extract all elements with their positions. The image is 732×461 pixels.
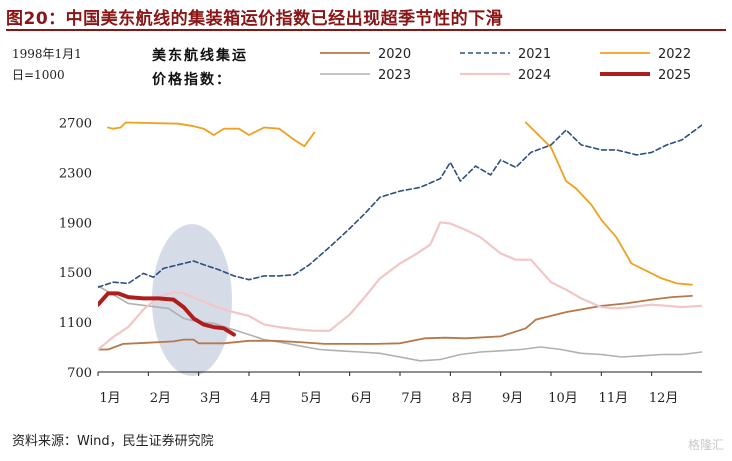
x-tick-label: 12月: [649, 391, 679, 406]
x-tick-label: 9月: [502, 391, 523, 406]
x-tick-label: 3月: [200, 391, 221, 406]
x-tick-label: 4月: [250, 391, 271, 406]
x-tick-label: 5月: [301, 391, 322, 406]
y-tick-label: 2700: [59, 116, 92, 131]
x-axis: 1月 2月 3月 4月 5月 6月 7月 8月 9月 10月 11月 12月: [97, 372, 679, 406]
index-name-label: 美东航线集运 价格指数：: [152, 44, 248, 92]
y-axis: 700 1100 1500 1900 2300 2700: [59, 116, 92, 381]
x-tick-label: 6月: [351, 391, 372, 406]
legend-label-2025: 2025: [658, 68, 691, 83]
source-note: 资料来源：Wind，民生证券研究院: [12, 434, 214, 449]
legend-label-2023: 2023: [378, 68, 411, 83]
y-tick-label: 1100: [59, 316, 92, 331]
y-tick-label: 700: [67, 366, 92, 381]
highlight-ellipse: [152, 224, 232, 376]
index-name-line1: 美东航线集运: [152, 48, 248, 64]
legend-label-2024: 2024: [518, 68, 551, 83]
y-tick-label: 1500: [59, 266, 92, 281]
index-base-note: 1998年1月1 日=1000: [12, 44, 82, 86]
legend-label-2020: 2020: [378, 47, 411, 62]
series-line-2020: [98, 294, 693, 351]
y-tick-label: 2300: [59, 166, 92, 181]
legend-label-2022: 2022: [658, 47, 691, 62]
series-line-2025: [98, 291, 236, 337]
x-tick-label: 10月: [548, 391, 578, 406]
watermark: 格隆汇: [687, 438, 724, 452]
x-tick-label: 7月: [401, 391, 422, 406]
index-base-note-line2: 日=1000: [12, 68, 65, 82]
x-tick-label: 8月: [452, 391, 473, 406]
y-tick-label: 1900: [59, 216, 92, 231]
series-line-2022: [524, 121, 693, 286]
x-tick-label: 2月: [150, 391, 171, 406]
series-layer: [98, 121, 702, 362]
legend-label-2021: 2021: [518, 47, 551, 62]
series-line-2023: [98, 285, 702, 362]
x-tick-label: 11月: [599, 391, 629, 406]
series-line-2022: [107, 121, 316, 148]
x-tick-label: 1月: [99, 391, 120, 406]
series-line-2021: [98, 124, 702, 289]
figure-title: 图20：中国美东航线的集装箱运价指数已经出现超季节性的下滑: [6, 9, 504, 29]
legend: 2020 2021 2022 2023 2024 2025: [320, 47, 691, 83]
index-name-line2: 价格指数：: [152, 72, 232, 88]
series-line-2024: [98, 221, 702, 351]
title-divider: [6, 29, 726, 31]
index-base-note-line1: 1998年1月1: [12, 47, 82, 61]
